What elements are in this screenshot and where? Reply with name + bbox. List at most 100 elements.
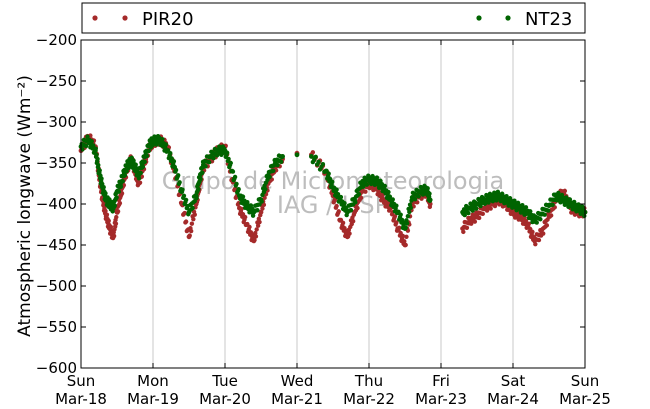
data-point (255, 207, 260, 213)
data-point (183, 197, 189, 203)
data-point (404, 221, 410, 226)
x-tick-label-day: Sat (501, 372, 526, 390)
data-point (559, 192, 565, 198)
data-point (358, 195, 364, 201)
data-point (226, 156, 231, 162)
data-point (404, 234, 409, 239)
x-tick-label-date: Mar-21 (271, 390, 323, 408)
data-point (412, 197, 418, 202)
data-point (106, 218, 111, 224)
data-point (474, 206, 479, 211)
data-point (562, 188, 568, 194)
data-point (261, 202, 267, 208)
data-point (386, 189, 391, 195)
data-point (470, 208, 475, 213)
data-point (478, 203, 483, 209)
data-point (342, 200, 347, 206)
legend-nt23-label: NT23 (525, 9, 572, 30)
data-point (400, 233, 406, 239)
data-point (335, 191, 341, 197)
x-axis: SunMar-18MonMar-19TueMar-20WedMar-21ThuM… (55, 40, 611, 408)
data-point (530, 229, 535, 235)
data-point (214, 153, 220, 158)
data-point (461, 229, 466, 235)
data-point (538, 217, 543, 222)
data-point (173, 167, 179, 173)
data-point (363, 189, 368, 194)
x-tick-label-day: Wed (281, 372, 314, 390)
data-point (544, 223, 550, 228)
data-point (122, 173, 128, 178)
data-point (206, 159, 212, 165)
x-tick-label-day: Fri (432, 372, 450, 390)
y-tick-label: −450 (36, 236, 77, 254)
data-point (83, 143, 89, 149)
data-point (405, 213, 411, 219)
data-point (523, 205, 529, 210)
data-point (534, 220, 539, 225)
data-point (350, 219, 356, 224)
x-tick-label-date: Mar-25 (559, 390, 611, 408)
x-tick-label-date: Mar-23 (415, 390, 467, 408)
y-tick-label: −400 (36, 195, 77, 213)
data-point (334, 187, 339, 192)
data-point (263, 187, 268, 192)
legend-nt23-marker (476, 15, 482, 21)
data-point (181, 193, 187, 198)
data-point (182, 210, 187, 216)
data-point (188, 228, 194, 234)
data-point (427, 191, 432, 196)
x-tick-label-date: Mar-22 (343, 390, 395, 408)
data-point (239, 206, 244, 212)
data-point (120, 179, 125, 184)
data-point (271, 168, 276, 173)
x-tick-label-day: Tue (211, 372, 238, 390)
data-point (542, 212, 547, 217)
x-tick-label-day: Sun (67, 372, 96, 390)
data-point (280, 154, 285, 159)
data-point (144, 153, 150, 159)
data-point (136, 176, 142, 181)
data-point (462, 212, 467, 218)
data-point (224, 150, 230, 155)
data-point (163, 142, 169, 147)
y-tick-label: −200 (36, 31, 77, 49)
data-point (242, 214, 248, 220)
legend: PIR20 NT23 (81, 2, 586, 34)
data-point (361, 184, 366, 189)
data-point (190, 205, 195, 211)
data-point (104, 212, 110, 217)
data-point (171, 159, 177, 164)
data-point (100, 181, 105, 187)
data-point (347, 231, 352, 236)
data-point (320, 161, 326, 167)
data-point (353, 200, 358, 205)
data-point (415, 200, 420, 205)
data-point (236, 187, 241, 192)
y-tick-label: −300 (36, 113, 77, 131)
legend-pir20-marker (122, 15, 128, 21)
data-point (472, 219, 478, 224)
data-point (340, 220, 346, 226)
data-point (488, 206, 493, 211)
data-point (464, 225, 470, 230)
data-point (336, 209, 341, 214)
data-point (364, 182, 370, 187)
data-point (108, 224, 114, 230)
data-point (180, 187, 185, 192)
data-point (278, 159, 284, 165)
data-point (103, 208, 108, 214)
x-tick-label-day: Mon (137, 372, 169, 390)
data-point (96, 162, 101, 168)
data-point (416, 194, 421, 199)
data-point (480, 211, 485, 217)
data-point (408, 205, 413, 210)
data-point (330, 179, 335, 185)
data-point (382, 183, 388, 189)
data-point (191, 216, 196, 222)
data-point (89, 139, 95, 144)
data-point (247, 224, 252, 230)
data-point (309, 154, 314, 159)
data-point (390, 197, 395, 202)
data-point (253, 230, 258, 236)
